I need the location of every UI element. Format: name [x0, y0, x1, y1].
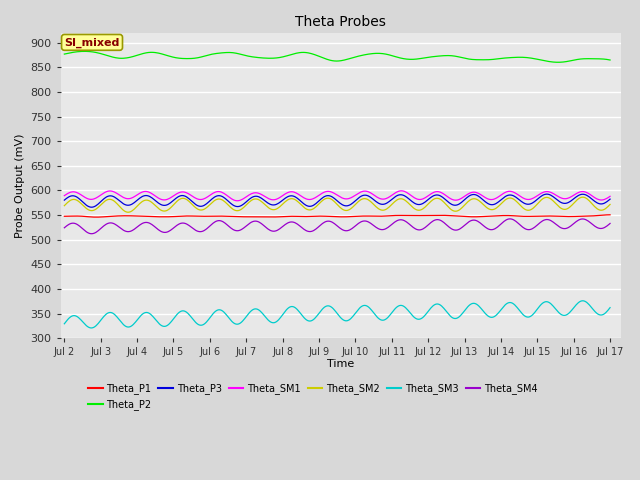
Title: Theta Probes: Theta Probes	[296, 15, 387, 29]
Theta_SM4	[506, 216, 513, 222]
Theta_SM3	[606, 305, 614, 311]
Theta_P1	[61, 214, 68, 219]
Theta_SM1	[357, 189, 365, 195]
Theta_SM1	[595, 197, 603, 203]
Line: Theta_SM3: Theta_SM3	[65, 301, 610, 328]
X-axis label: Time: Time	[327, 359, 355, 369]
Theta_SM3	[357, 304, 365, 310]
Theta_P2	[509, 55, 516, 60]
Legend: Theta_P1, Theta_P2, Theta_P3, Theta_SM1, Theta_SM2, Theta_SM3, Theta_SM4: Theta_P1, Theta_P2, Theta_P3, Theta_SM1,…	[84, 380, 541, 414]
Theta_P1	[509, 213, 516, 218]
Theta_P1	[92, 214, 100, 220]
Theta_SM1	[324, 189, 332, 194]
Theta_SM1	[606, 193, 614, 199]
Theta_SM4	[357, 219, 365, 225]
Theta_P3	[595, 201, 603, 206]
Theta_SM4	[510, 217, 518, 223]
Theta_SM2	[595, 207, 603, 213]
Theta_SM2	[606, 202, 614, 207]
Line: Theta_SM4: Theta_SM4	[65, 219, 610, 234]
Theta_P1	[387, 213, 394, 218]
Theta_SM3	[61, 321, 68, 327]
Text: SI_mixed: SI_mixed	[65, 37, 120, 48]
Theta_P1	[606, 212, 614, 217]
Theta_P2	[80, 48, 88, 54]
Theta_SM3	[324, 303, 332, 309]
Theta_P2	[595, 56, 603, 62]
Theta_SM4	[387, 223, 394, 228]
Theta_P3	[606, 196, 614, 202]
Theta_SM3	[321, 304, 328, 310]
Theta_SM2	[61, 203, 68, 209]
Theta_P1	[321, 213, 328, 219]
Line: Theta_SM2: Theta_SM2	[65, 197, 610, 212]
Theta_P2	[387, 52, 394, 58]
Line: Theta_SM1: Theta_SM1	[65, 191, 610, 201]
Theta_P1	[357, 213, 365, 219]
Theta_P2	[61, 51, 68, 57]
Theta_P2	[324, 57, 332, 62]
Theta_P3	[324, 193, 332, 199]
Theta_P2	[554, 60, 561, 65]
Theta_P3	[61, 197, 68, 203]
Theta_P3	[543, 191, 550, 197]
Theta_SM2	[387, 203, 394, 209]
Theta_SM4	[88, 231, 95, 237]
Theta_SM1	[397, 188, 405, 194]
Theta_SM2	[579, 194, 587, 200]
Theta_P2	[321, 56, 328, 61]
Theta_SM4	[595, 226, 603, 231]
Theta_SM2	[357, 197, 365, 203]
Theta_SM3	[88, 325, 95, 331]
Theta_SM4	[606, 221, 614, 227]
Theta_SM4	[61, 225, 68, 231]
Theta_SM2	[124, 209, 132, 215]
Theta_SM1	[234, 198, 241, 204]
Theta_SM2	[321, 196, 328, 202]
Theta_P1	[594, 213, 602, 218]
Theta_SM3	[595, 312, 603, 318]
Theta_P1	[324, 214, 332, 219]
Theta_SM2	[324, 195, 332, 201]
Theta_SM3	[579, 298, 587, 304]
Theta_SM1	[387, 193, 394, 199]
Theta_P3	[387, 198, 394, 204]
Theta_P2	[606, 57, 614, 63]
Line: Theta_P2: Theta_P2	[65, 51, 610, 62]
Theta_P3	[321, 193, 328, 199]
Theta_SM1	[321, 189, 328, 195]
Theta_P3	[509, 192, 516, 198]
Theta_P3	[357, 193, 365, 199]
Theta_SM4	[321, 219, 328, 225]
Y-axis label: Probe Output (mV): Probe Output (mV)	[15, 133, 25, 238]
Line: Theta_P3: Theta_P3	[65, 194, 610, 207]
Theta_SM4	[324, 218, 332, 224]
Theta_SM2	[509, 196, 516, 202]
Theta_SM1	[510, 190, 518, 195]
Theta_SM3	[387, 312, 394, 318]
Theta_P2	[357, 53, 365, 59]
Line: Theta_P1: Theta_P1	[65, 215, 610, 217]
Theta_SM1	[61, 193, 68, 199]
Theta_SM3	[509, 300, 516, 306]
Theta_P3	[88, 204, 95, 210]
